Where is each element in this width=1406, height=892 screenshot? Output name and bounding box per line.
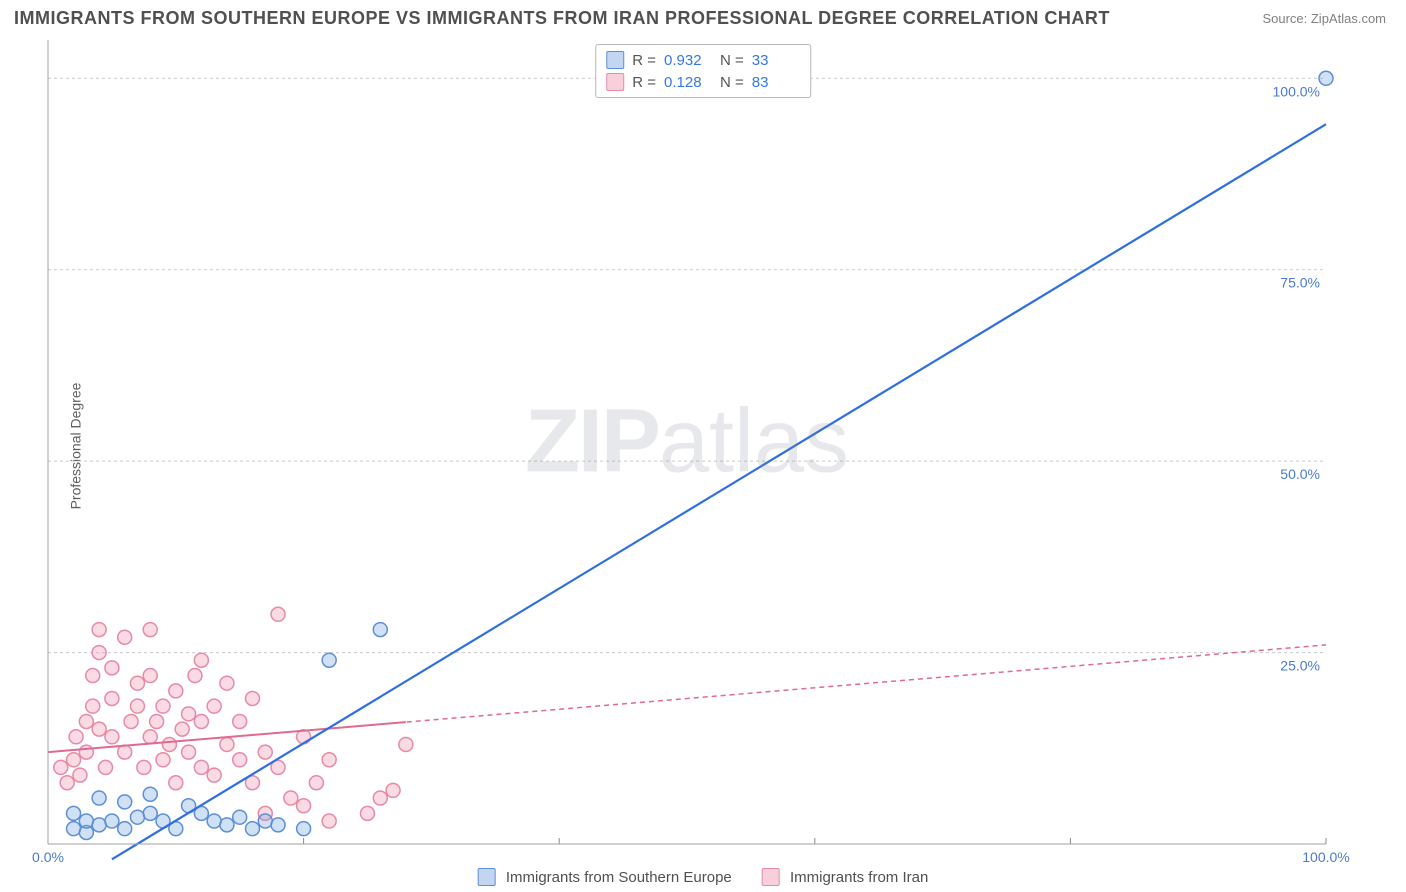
- svg-text:100.0%: 100.0%: [1273, 83, 1320, 99]
- legend-item-blue: Immigrants from Southern Europe: [478, 868, 732, 886]
- chart-title: IMMIGRANTS FROM SOUTHERN EUROPE VS IMMIG…: [14, 8, 1110, 29]
- svg-text:50.0%: 50.0%: [1280, 466, 1320, 482]
- r-value: 0.932: [664, 52, 712, 69]
- svg-text:100.0%: 100.0%: [1302, 849, 1349, 865]
- n-value: 33: [752, 52, 800, 69]
- series-legend: Immigrants from Southern Europe Immigran…: [478, 868, 929, 886]
- legend-item-pink: Immigrants from Iran: [762, 868, 929, 886]
- legend-swatch-blue: [606, 51, 624, 69]
- legend-swatch-pink: [606, 73, 624, 91]
- r-value: 0.128: [664, 74, 712, 91]
- svg-text:25.0%: 25.0%: [1280, 658, 1320, 674]
- svg-text:75.0%: 75.0%: [1280, 275, 1320, 291]
- n-value: 83: [752, 74, 800, 91]
- legend-label: Immigrants from Iran: [790, 869, 928, 886]
- legend-row-pink: R = 0.128 N = 83: [606, 71, 800, 93]
- r-label: R =: [632, 74, 656, 91]
- legend-row-blue: R = 0.932 N = 33: [606, 49, 800, 71]
- source-label: Source: ZipAtlas.com: [1262, 11, 1386, 26]
- legend-swatch-pink: [762, 868, 780, 886]
- scatter-chart: 25.0%50.0%75.0%100.0%0.0%100.0%: [48, 40, 1326, 844]
- n-label: N =: [720, 74, 744, 91]
- r-label: R =: [632, 52, 656, 69]
- legend-label: Immigrants from Southern Europe: [506, 869, 732, 886]
- correlation-legend: R = 0.932 N = 33 R = 0.128 N = 83: [595, 44, 811, 98]
- chart-area: ZIPatlas 25.0%50.0%75.0%100.0%0.0%100.0%: [48, 40, 1326, 844]
- n-label: N =: [720, 52, 744, 69]
- legend-swatch-blue: [478, 868, 496, 886]
- svg-text:0.0%: 0.0%: [32, 849, 64, 865]
